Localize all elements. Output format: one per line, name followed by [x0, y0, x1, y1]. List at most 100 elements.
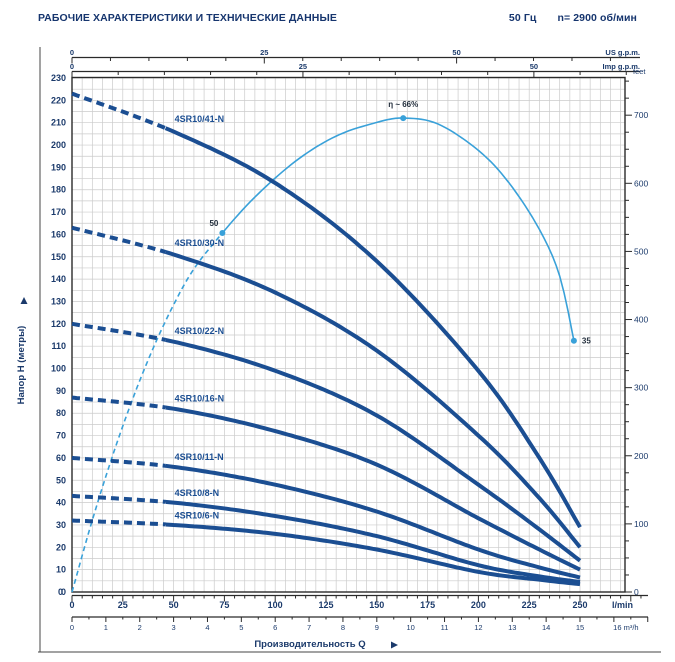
lmin-tick-label: 125 — [318, 600, 333, 610]
flow-axis-m3h: 0 1 2 3 4 5 6 7 8 9 10 11 12 13 14 15 16 m³/h — [70, 616, 649, 632]
meters-tick-label: 140 — [51, 274, 66, 284]
imp-gpm-axis-tick-label: 25 — [299, 62, 307, 71]
curve-solid-segment — [164, 250, 582, 549]
curve-solid-segment — [165, 405, 581, 572]
m3h-tick-label: 10 — [407, 623, 415, 632]
m3h-tick-label: 14 — [542, 623, 550, 632]
us-gpm-axis-tick-label: 50 — [452, 48, 460, 57]
curve-label-4SR10-41-N: 4SR10/41-N — [175, 114, 225, 124]
curve-label-4SR10-22-N: 4SR10/22-N — [175, 326, 225, 336]
meters-tick-label: 60 — [56, 453, 66, 463]
meters-tick-label: 90 — [56, 386, 66, 396]
curve-dashed-segment — [71, 518, 167, 527]
meters-tick-label: 200 — [51, 140, 66, 150]
pump-curve-4SR10-22-N: 4SR10/22-N — [71, 321, 582, 563]
head-axis-meters: 0 10 20 30 40 50 60 70 80 90 100 110 120 130 140 150 160… — [51, 73, 66, 597]
lmin-tick-label: 100 — [268, 600, 283, 610]
operating-conditions: 50 Гц n= 2900 об/мин — [491, 12, 637, 24]
meters-tick-label: 170 — [51, 207, 66, 217]
m3h-tick-label: 2 — [138, 623, 142, 632]
m3h-tick-label: 13 — [508, 623, 516, 632]
lmin-tick-label: 250 — [572, 600, 587, 610]
x-axis-arrow-icon — [391, 641, 398, 649]
m3h-tick-label: 15 — [576, 623, 584, 632]
meters-tick-label: 130 — [51, 296, 66, 306]
m3h-tick-label: 0 — [70, 623, 74, 632]
m3h-tick-label: 3 — [172, 623, 176, 632]
curve-label-4SR10-8-N: 4SR10/8-N — [175, 488, 220, 498]
meters-tick-label: 10 — [56, 565, 66, 575]
efficiency-marker-label-35: 35 — [582, 337, 591, 346]
m3h-unit-label: 16 m³/h — [613, 623, 638, 632]
meters-tick-label: 30 — [56, 520, 66, 530]
curve-solid-segment — [165, 337, 582, 563]
us-gpm-axis-unit-label: US g.p.m. — [605, 48, 640, 57]
feet-tick-label: 200 — [634, 451, 648, 461]
imp-gpm-axis-tick-label: 0 — [70, 62, 74, 71]
curve-solid-segment — [164, 126, 582, 529]
pump-curve-4SR10-8-N: 4SR10/8-N — [71, 488, 581, 584]
frequency-label: 50 Гц — [508, 12, 537, 24]
axis-titles: Производительность Q Напор H (метры) — [16, 297, 398, 650]
curve-dashed-segment — [71, 321, 167, 342]
meters-tick-label: 230 — [51, 73, 66, 83]
speed-label: n= 2900 об/мин — [557, 12, 637, 24]
lmin-tick-label: 25 — [118, 600, 128, 610]
meters-tick-label: 160 — [51, 229, 66, 239]
lmin-tick-label: 0 — [69, 600, 74, 610]
meters-zero-label: 0 — [58, 587, 63, 597]
efficiency-marker-dot — [219, 230, 226, 236]
chart-grid — [71, 76, 626, 593]
feet-tick-label: 600 — [634, 178, 648, 188]
meters-tick-label: 150 — [51, 252, 66, 262]
curve-label-4SR10-6-N: 4SR10/6-N — [175, 510, 220, 520]
curve-solid-segment — [165, 499, 581, 584]
meters-tick-label: 40 — [56, 498, 66, 508]
m3h-tick-label: 4 — [205, 623, 209, 632]
efficiency-markers: 50 η ~ 66% 35 — [209, 100, 591, 346]
x-axis-title: Производительность Q — [254, 639, 365, 650]
page-title: РАБОЧИЕ ХАРАКТЕРИСТИКИ И ТЕХНИЧЕСКИЕ ДАН… — [38, 12, 337, 24]
curve-label-4SR10-16-N: 4SR10/16-N — [175, 393, 225, 403]
meters-tick-label: 0 — [61, 587, 66, 597]
pump-curve-4SR10-30-N: 4SR10/30-N — [71, 225, 582, 549]
head-axis-feet: 100 200 300 400 500 600 700 0 feet — [625, 67, 648, 597]
lmin-unit-label: l/min — [612, 600, 633, 610]
us-gpm-axis: 0 25 50 US g.p.m. — [70, 48, 640, 64]
feet-tick-label: 500 — [634, 246, 648, 256]
m3h-tick-label: 9 — [375, 623, 379, 632]
top-unit-axes: 0 25 50 US g.p.m. 0 25 50 Imp g.p.m. — [70, 48, 640, 78]
imp-gpm-axis-unit-label: Imp g.p.m. — [603, 62, 641, 71]
curve-solid-segment — [165, 522, 581, 587]
page-frame — [38, 47, 661, 653]
meters-tick-label: 190 — [51, 162, 66, 172]
feet-tick-label: 700 — [634, 110, 648, 120]
m3h-tick-label: 5 — [239, 623, 243, 632]
curve-dashed-segment — [71, 395, 167, 410]
efficiency-marker-dot — [400, 115, 407, 122]
efficiency-curve-dashed — [71, 232, 224, 593]
curve-dashed-segment — [71, 493, 167, 504]
curve-dashed-segment — [71, 455, 166, 468]
pump-curve-4SR10-6-N: 4SR10/6-N — [71, 510, 581, 587]
lmin-tick-label: 75 — [219, 600, 229, 610]
m3h-tick-label: 12 — [474, 623, 482, 632]
feet-zero-label: 0 — [634, 587, 639, 597]
curve-solid-segment — [165, 463, 581, 580]
meters-tick-label: 220 — [51, 95, 66, 105]
efficiency-marker-dot — [570, 337, 577, 344]
feet-tick-label: 400 — [634, 315, 648, 325]
plot-frame — [71, 76, 626, 593]
meters-tick-label: 100 — [51, 364, 66, 374]
lmin-tick-label: 175 — [420, 600, 435, 610]
chart-header: РАБОЧИЕ ХАРАКТЕРИСТИКИ И ТЕХНИЧЕСКИЕ ДАН… — [38, 12, 637, 24]
meters-tick-label: 50 — [56, 475, 66, 485]
feet-tick-label: 100 — [634, 519, 648, 529]
lmin-tick-label: 200 — [471, 600, 486, 610]
lmin-tick-label: 150 — [369, 600, 384, 610]
efficiency-marker-label-50: 50 — [209, 219, 218, 228]
efficiency-marker-label-peak: η ~ 66% — [388, 100, 418, 109]
feet-unit-label: feet — [633, 67, 646, 76]
pump-curve-4SR10-16-N: 4SR10/16-N — [71, 393, 581, 572]
